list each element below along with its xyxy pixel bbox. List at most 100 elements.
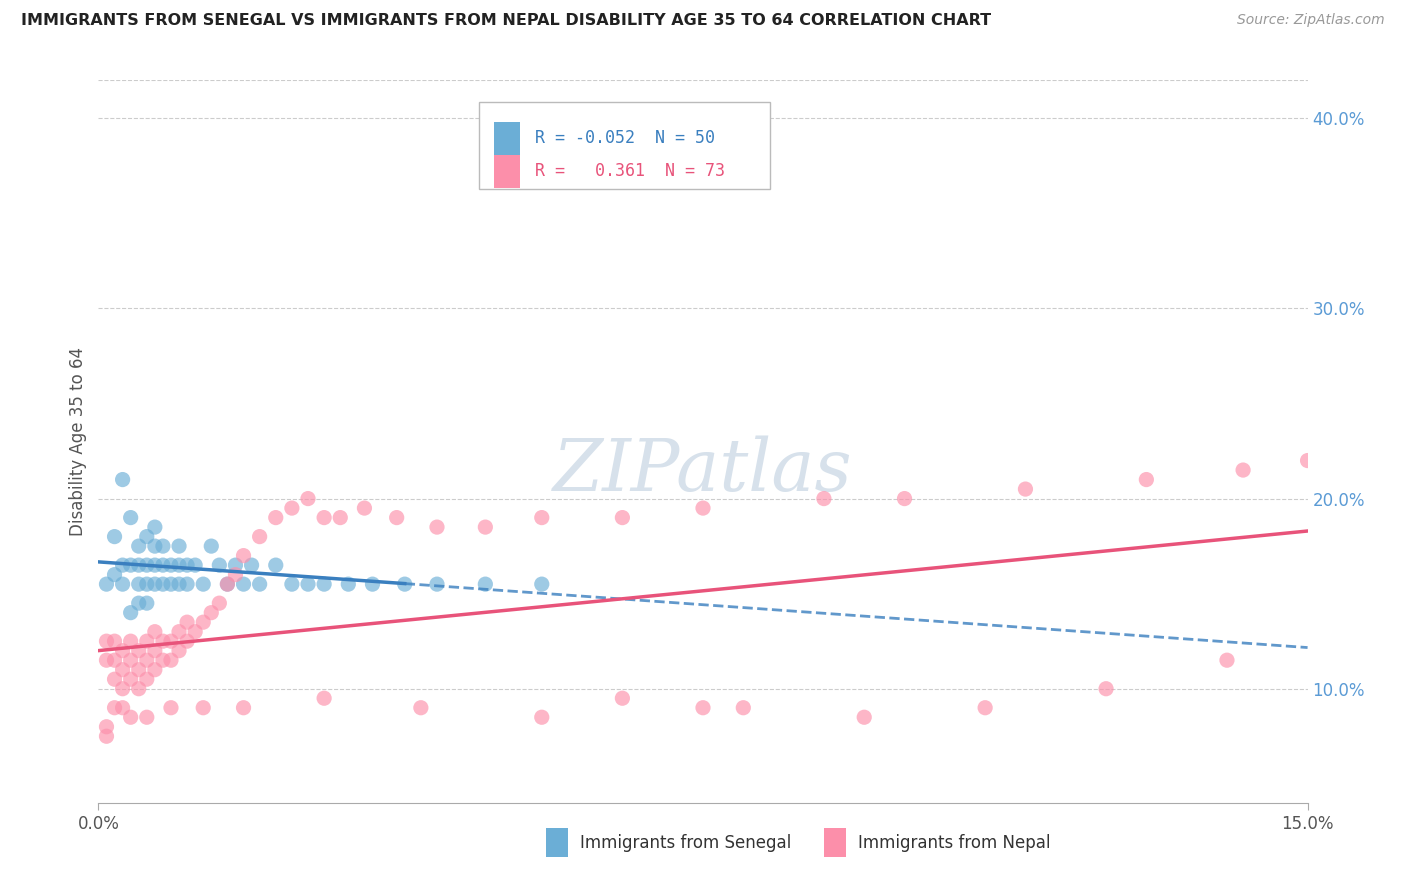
Point bbox=[329, 510, 352, 524]
Point bbox=[314, 691, 336, 706]
Point bbox=[128, 577, 150, 591]
Point bbox=[111, 681, 134, 696]
Point bbox=[143, 539, 166, 553]
Point bbox=[853, 710, 876, 724]
Point bbox=[135, 530, 157, 544]
Point bbox=[111, 577, 134, 591]
Point bbox=[160, 634, 183, 648]
Point bbox=[143, 558, 166, 573]
Point bbox=[314, 577, 336, 591]
Point bbox=[120, 510, 142, 524]
Point bbox=[281, 501, 304, 516]
FancyBboxPatch shape bbox=[479, 102, 769, 189]
Point bbox=[135, 577, 157, 591]
Point bbox=[281, 577, 304, 591]
Point bbox=[409, 700, 432, 714]
Point bbox=[1014, 482, 1036, 496]
Point bbox=[135, 710, 157, 724]
Point bbox=[385, 510, 408, 524]
Bar bbox=[824, 828, 845, 857]
Text: ZIPatlas: ZIPatlas bbox=[553, 435, 853, 506]
Bar bbox=[494, 155, 520, 187]
Point bbox=[103, 653, 125, 667]
Point bbox=[612, 691, 634, 706]
Point bbox=[135, 672, 157, 686]
Point bbox=[426, 577, 449, 591]
Point bbox=[152, 539, 174, 553]
Point bbox=[530, 577, 553, 591]
Point bbox=[193, 577, 215, 591]
Point bbox=[893, 491, 915, 506]
Point bbox=[208, 596, 231, 610]
Point bbox=[160, 653, 183, 667]
Point bbox=[128, 681, 150, 696]
Point bbox=[1232, 463, 1254, 477]
Point bbox=[96, 653, 118, 667]
Point bbox=[176, 558, 198, 573]
Point bbox=[337, 577, 360, 591]
Point bbox=[612, 510, 634, 524]
Bar bbox=[494, 122, 520, 154]
Point bbox=[103, 530, 125, 544]
Point bbox=[176, 615, 198, 630]
Point bbox=[167, 558, 190, 573]
Point bbox=[353, 501, 375, 516]
Point bbox=[143, 643, 166, 657]
Point bbox=[314, 510, 336, 524]
Text: Immigrants from Nepal: Immigrants from Nepal bbox=[858, 833, 1050, 852]
Text: R =   0.361  N = 73: R = 0.361 N = 73 bbox=[534, 162, 725, 180]
Point bbox=[217, 577, 239, 591]
Point bbox=[120, 710, 142, 724]
Point bbox=[1296, 453, 1319, 467]
Point bbox=[1135, 473, 1157, 487]
Text: R = -0.052  N = 50: R = -0.052 N = 50 bbox=[534, 129, 714, 147]
Point bbox=[96, 634, 118, 648]
Point bbox=[135, 634, 157, 648]
Point bbox=[111, 558, 134, 573]
Point bbox=[120, 634, 142, 648]
Point bbox=[103, 634, 125, 648]
Point bbox=[692, 700, 714, 714]
Point bbox=[152, 634, 174, 648]
Point bbox=[135, 558, 157, 573]
Point bbox=[143, 577, 166, 591]
Point bbox=[120, 558, 142, 573]
Text: Immigrants from Senegal: Immigrants from Senegal bbox=[579, 833, 792, 852]
Point bbox=[160, 577, 183, 591]
Point bbox=[224, 567, 246, 582]
Point bbox=[249, 530, 271, 544]
Point bbox=[167, 539, 190, 553]
Point bbox=[128, 596, 150, 610]
Y-axis label: Disability Age 35 to 64: Disability Age 35 to 64 bbox=[69, 347, 87, 536]
Point bbox=[128, 539, 150, 553]
Point bbox=[120, 653, 142, 667]
Point bbox=[1095, 681, 1118, 696]
Point bbox=[176, 634, 198, 648]
Point bbox=[176, 577, 198, 591]
Point bbox=[128, 643, 150, 657]
Point bbox=[160, 558, 183, 573]
Point bbox=[530, 710, 553, 724]
Point bbox=[264, 558, 287, 573]
Point bbox=[249, 577, 271, 591]
Point bbox=[813, 491, 835, 506]
Point bbox=[120, 672, 142, 686]
Point bbox=[167, 643, 190, 657]
Point bbox=[692, 501, 714, 516]
Point bbox=[96, 729, 118, 743]
Point bbox=[103, 567, 125, 582]
Point bbox=[111, 700, 134, 714]
Point bbox=[135, 653, 157, 667]
Text: Source: ZipAtlas.com: Source: ZipAtlas.com bbox=[1237, 13, 1385, 28]
Point bbox=[96, 577, 118, 591]
Point bbox=[111, 473, 134, 487]
Point bbox=[96, 720, 118, 734]
Point bbox=[240, 558, 263, 573]
Point bbox=[200, 606, 222, 620]
Point bbox=[217, 577, 239, 591]
Text: IMMIGRANTS FROM SENEGAL VS IMMIGRANTS FROM NEPAL DISABILITY AGE 35 TO 64 CORRELA: IMMIGRANTS FROM SENEGAL VS IMMIGRANTS FR… bbox=[21, 13, 991, 29]
Point bbox=[152, 558, 174, 573]
Point bbox=[184, 558, 207, 573]
Point bbox=[128, 558, 150, 573]
Point bbox=[297, 491, 319, 506]
